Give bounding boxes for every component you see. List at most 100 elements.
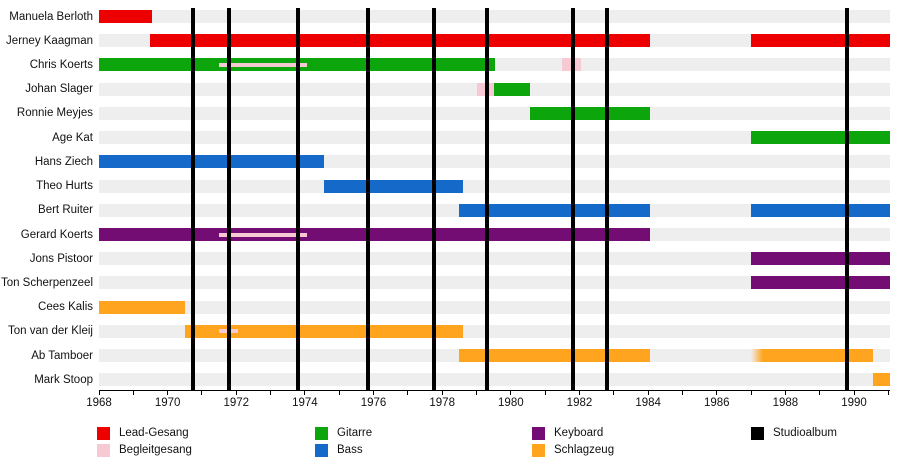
x-axis-tick xyxy=(98,391,100,395)
role-bar-schlagzeug xyxy=(184,324,463,338)
legend-label: Gitarre xyxy=(337,427,373,439)
x-axis-tick xyxy=(373,391,375,395)
x-axis-tick xyxy=(647,391,649,395)
x-axis-tick xyxy=(201,391,203,395)
role-bar-bass xyxy=(323,179,463,193)
x-axis-tick xyxy=(784,391,786,395)
member-label: Johan Slager xyxy=(25,83,93,96)
legend-label: Lead-Gesang xyxy=(119,427,189,439)
role-bar-schlagzeug xyxy=(459,349,650,363)
role-bar-begleitgesang xyxy=(476,82,494,96)
legend-label: Studioalbum xyxy=(773,427,837,439)
x-axis-year-label: 1968 xyxy=(86,397,112,409)
x-axis-year-label: 1974 xyxy=(292,397,318,409)
x-axis-year-label: 1980 xyxy=(498,397,524,409)
x-axis-tick xyxy=(819,391,821,395)
x-axis-tick xyxy=(887,391,889,395)
studioalbum-marker xyxy=(296,8,301,390)
x-axis-year-label: 1984 xyxy=(635,397,661,409)
legend-label: Bass xyxy=(337,444,363,456)
member-label: Jons Pistoor xyxy=(29,252,93,265)
role-bar-bass xyxy=(99,155,324,169)
legend-label: Schlagzeug xyxy=(554,444,615,456)
row-track xyxy=(99,300,890,314)
member-label: Ab Tamboer xyxy=(31,349,93,362)
x-axis-year-label: 1972 xyxy=(223,397,250,409)
member-label: Gerard Koerts xyxy=(20,228,93,241)
x-axis-line xyxy=(99,390,890,391)
member-label: Jerney Kaagman xyxy=(6,34,93,47)
role-bar-keyboard xyxy=(99,228,650,242)
x-axis-tick xyxy=(235,391,237,395)
studioalbum-marker xyxy=(570,8,575,390)
legend: Lead-Gesang Begleitgesang Gitarre Bass Keybo… xyxy=(0,420,900,464)
member-label: Hans Ziech xyxy=(34,155,93,168)
role-bar-gitarre xyxy=(751,131,891,145)
member-label: Theo Hurts xyxy=(36,180,93,193)
x-axis-year-label: 1986 xyxy=(703,397,730,409)
row-track xyxy=(99,179,890,193)
studioalbum-marker xyxy=(431,8,436,390)
member-label: Ronnie Meyjes xyxy=(16,107,93,120)
overlay-stripe-begleitgesang xyxy=(219,232,307,237)
x-axis-tick xyxy=(167,391,169,395)
member-label: Ton van der Kleij xyxy=(7,325,93,338)
member-label: Age Kat xyxy=(52,131,93,144)
plot-area: Manuela Berloth Jerney Kaagman Chris Koert… xyxy=(1,8,891,409)
studioalbum-marker xyxy=(227,8,232,390)
x-axis-tick xyxy=(544,391,546,395)
x-axis-tick xyxy=(304,391,306,395)
x-axis-tick xyxy=(750,391,752,395)
x-axis-tick xyxy=(407,391,409,395)
studioalbum-marker xyxy=(604,8,609,390)
x-axis-tick xyxy=(338,391,340,395)
x-axis-tick xyxy=(270,391,272,395)
x-axis-tick xyxy=(613,391,615,395)
x-axis-tick xyxy=(716,391,718,395)
member-label: Manuela Berloth xyxy=(9,10,93,23)
role-bar-lead-gesang xyxy=(150,34,650,48)
role-bar-bass xyxy=(751,203,891,217)
x-axis-tick xyxy=(578,391,580,395)
legend-label: Begleitgesang xyxy=(119,444,192,456)
role-bar-bass xyxy=(459,203,650,217)
legend-swatch-schlagzeug xyxy=(532,444,545,457)
role-bar-lead-gesang xyxy=(99,10,153,23)
studioalbum-marker xyxy=(845,8,850,390)
role-bar-lead-gesang xyxy=(751,34,891,48)
role-bar-keyboard xyxy=(751,276,891,290)
row-track xyxy=(99,106,890,120)
role-bar-gitarre xyxy=(529,106,650,120)
x-axis-year-label: 1970 xyxy=(154,397,181,409)
studioalbum-marker xyxy=(366,8,371,390)
legend-swatch-keyboard xyxy=(532,427,545,440)
role-bar-schlagzeug xyxy=(751,349,873,363)
x-axis-tick xyxy=(681,391,683,395)
x-axis-tick xyxy=(441,391,443,395)
legend-swatch-lead-gesang xyxy=(97,427,110,440)
member-label: Chris Koerts xyxy=(29,58,93,71)
x-axis-year-label: 1978 xyxy=(429,397,455,409)
legend-label: Keyboard xyxy=(554,427,604,439)
role-bar-gitarre xyxy=(493,82,530,96)
x-axis-tick xyxy=(510,391,512,395)
x-axis-year-label: 1990 xyxy=(841,397,867,409)
studioalbum-marker xyxy=(485,8,490,390)
legend-swatch-bass xyxy=(315,444,328,457)
role-bar-schlagzeug xyxy=(872,373,891,387)
studioalbum-marker xyxy=(191,8,196,390)
member-label: Cees Kalis xyxy=(38,301,93,314)
x-axis-tick xyxy=(476,391,478,395)
member-label: Bert Ruiter xyxy=(38,204,93,217)
x-axis-year-label: 1976 xyxy=(360,397,387,409)
legend-swatch-gitarre xyxy=(315,427,328,440)
role-bar-keyboard xyxy=(751,252,891,266)
x-axis-year-label: 1988 xyxy=(772,397,799,409)
legend-swatch-begleitgesang xyxy=(97,444,110,457)
overlay-stripe-begleitgesang xyxy=(219,62,307,67)
x-axis-tick xyxy=(132,391,134,395)
row-track xyxy=(99,373,890,387)
row-track xyxy=(99,10,890,23)
member-label: Mark Stoop xyxy=(34,373,93,386)
